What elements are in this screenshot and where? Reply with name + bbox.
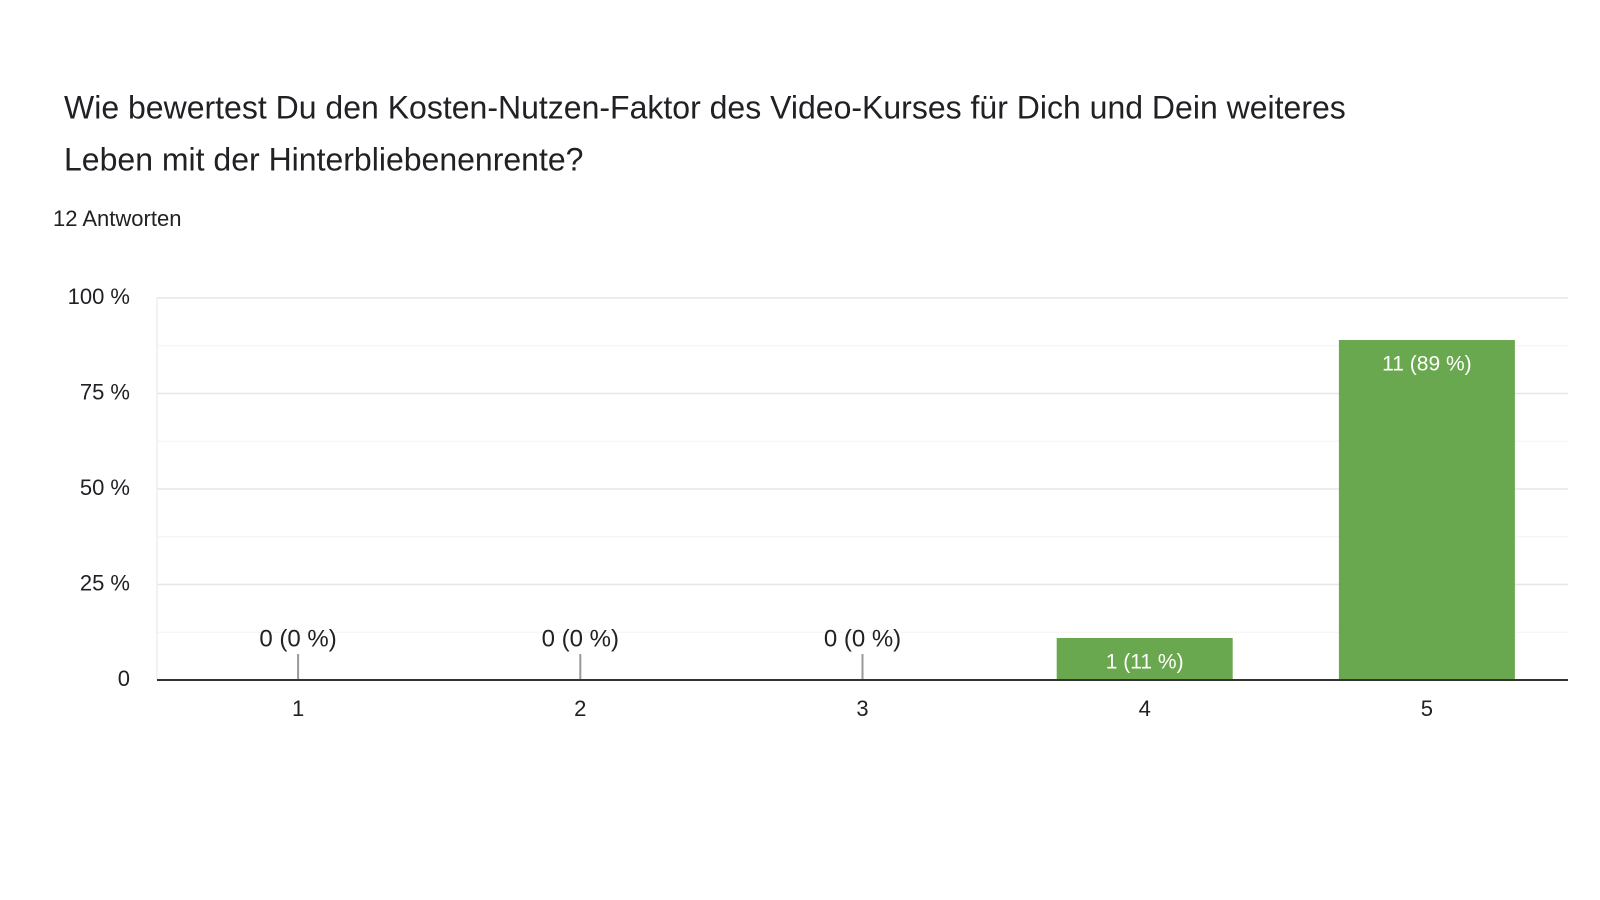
- value-label: 0 (0 %): [259, 625, 336, 652]
- value-label: 0 (0 %): [542, 625, 619, 652]
- y-tick-label: 25 %: [80, 570, 130, 595]
- bar: [1338, 340, 1515, 680]
- y-tick-label: 0: [118, 666, 130, 691]
- chart-title: Wie bewertest Du den Kosten-Nutzen-Fakto…: [64, 89, 1346, 125]
- x-tick-label: 4: [1139, 696, 1151, 721]
- x-tick-label: 1: [292, 696, 304, 721]
- y-tick-label: 100 %: [68, 284, 130, 309]
- bar: [1056, 637, 1233, 680]
- y-tick-label: 50 %: [80, 475, 130, 500]
- value-label: 1 (11 %): [1106, 651, 1184, 674]
- y-tick-label: 75 %: [80, 379, 130, 404]
- x-tick-label: 2: [574, 696, 586, 721]
- x-tick-label: 5: [1421, 696, 1433, 721]
- response-count: 12 Antworten: [53, 206, 181, 231]
- x-tick-label: 3: [856, 696, 868, 721]
- value-label: 11 (89 %): [1382, 353, 1472, 376]
- chart-title: Leben mit der Hinterbliebenenrente?: [64, 141, 583, 177]
- value-label: 0 (0 %): [824, 625, 901, 652]
